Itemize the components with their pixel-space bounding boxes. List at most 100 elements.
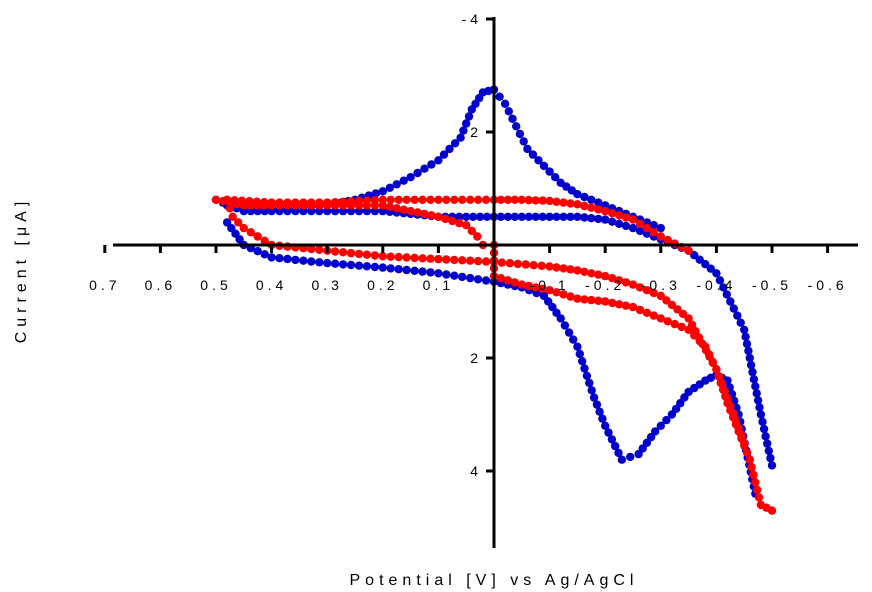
data-point [496,212,506,221]
data-point [621,278,631,287]
data-point [462,212,471,221]
data-point [260,236,269,245]
data-point [323,198,332,207]
data-point [538,284,547,293]
data-point [573,190,582,199]
data-point [656,314,665,323]
data-point [642,308,652,317]
data-point [749,470,758,479]
data-point [496,195,506,204]
data-point [552,197,561,206]
data-point [551,173,560,182]
data-point [559,212,568,221]
data-point [634,449,643,459]
data-point [745,353,754,363]
data-point [515,129,525,139]
data-point [587,295,596,305]
data-point [378,187,387,196]
data-point [354,249,364,259]
data-point [766,453,775,463]
data-point [656,421,665,430]
data-point [338,248,348,257]
data-point [371,189,381,198]
data-point [475,212,485,221]
data-point [545,167,554,176]
x-tick-label: -0.6 [808,277,848,293]
data-point [420,209,429,219]
data-point [473,275,483,284]
data-point [720,387,729,396]
data-point [426,195,435,204]
data-point [538,196,547,205]
data-point [362,262,372,271]
data-point [611,441,620,451]
data-point [594,205,603,214]
data-point [573,266,582,275]
data-point [601,297,610,306]
data-point [538,212,547,221]
data-point [427,211,436,220]
data-point [442,195,451,204]
data-point [473,195,483,204]
data-point [741,332,750,341]
data-point [299,198,308,207]
y-axis-title: Current [μA] [13,197,30,344]
data-point [434,212,443,221]
y-tick-label: 2 [470,124,482,140]
data-point [239,223,248,233]
data-point [370,262,380,272]
data-point [677,322,686,332]
data-point [481,195,491,204]
data-point [510,195,519,204]
data-point [733,311,742,320]
data-point [740,325,749,334]
y-tick-label: -4 [462,11,482,27]
x-axis-ticks: 0.7 0.6 0.5 0.4 0.3 0.2 0.1 -0.1 -0.2 -0.3 -0.4 -0.… [89,245,848,293]
data-point [406,173,415,182]
data-point [715,276,725,285]
data-point [531,283,540,292]
data-point [587,203,596,212]
data-point [517,280,526,289]
data-point [315,258,324,267]
x-tick-label: 0.5 [200,277,231,293]
data-point [378,263,387,272]
data-point [427,160,436,169]
data-point [717,379,727,389]
data-point [464,112,474,121]
data-point [450,139,460,148]
data-points [211,85,777,515]
data-point [307,244,316,254]
data-point [566,212,575,221]
data-point [673,305,682,314]
data-point [566,265,575,274]
data-point [607,435,617,444]
data-point [705,352,714,361]
data-point [578,357,587,366]
data-point [386,264,395,273]
data-point [614,219,624,228]
data-point [601,215,610,224]
data-point [635,283,645,292]
data-point [466,273,475,283]
data-point [362,250,372,259]
data-point [495,92,504,101]
data-point [587,269,596,278]
data-point [378,195,387,204]
data-point [545,262,554,271]
data-point [534,156,543,165]
data-point [573,212,582,221]
data-point [222,195,232,204]
data-point [608,274,617,283]
data-point [458,256,467,265]
data-point [346,260,356,270]
data-point [253,247,262,256]
data-point [434,195,443,204]
data-point [740,438,749,447]
x-tick-label: 0.3 [311,277,342,293]
data-point [742,339,752,349]
data-point [496,274,506,283]
data-point [420,164,429,173]
data-point [566,199,575,208]
data-point [246,228,255,237]
